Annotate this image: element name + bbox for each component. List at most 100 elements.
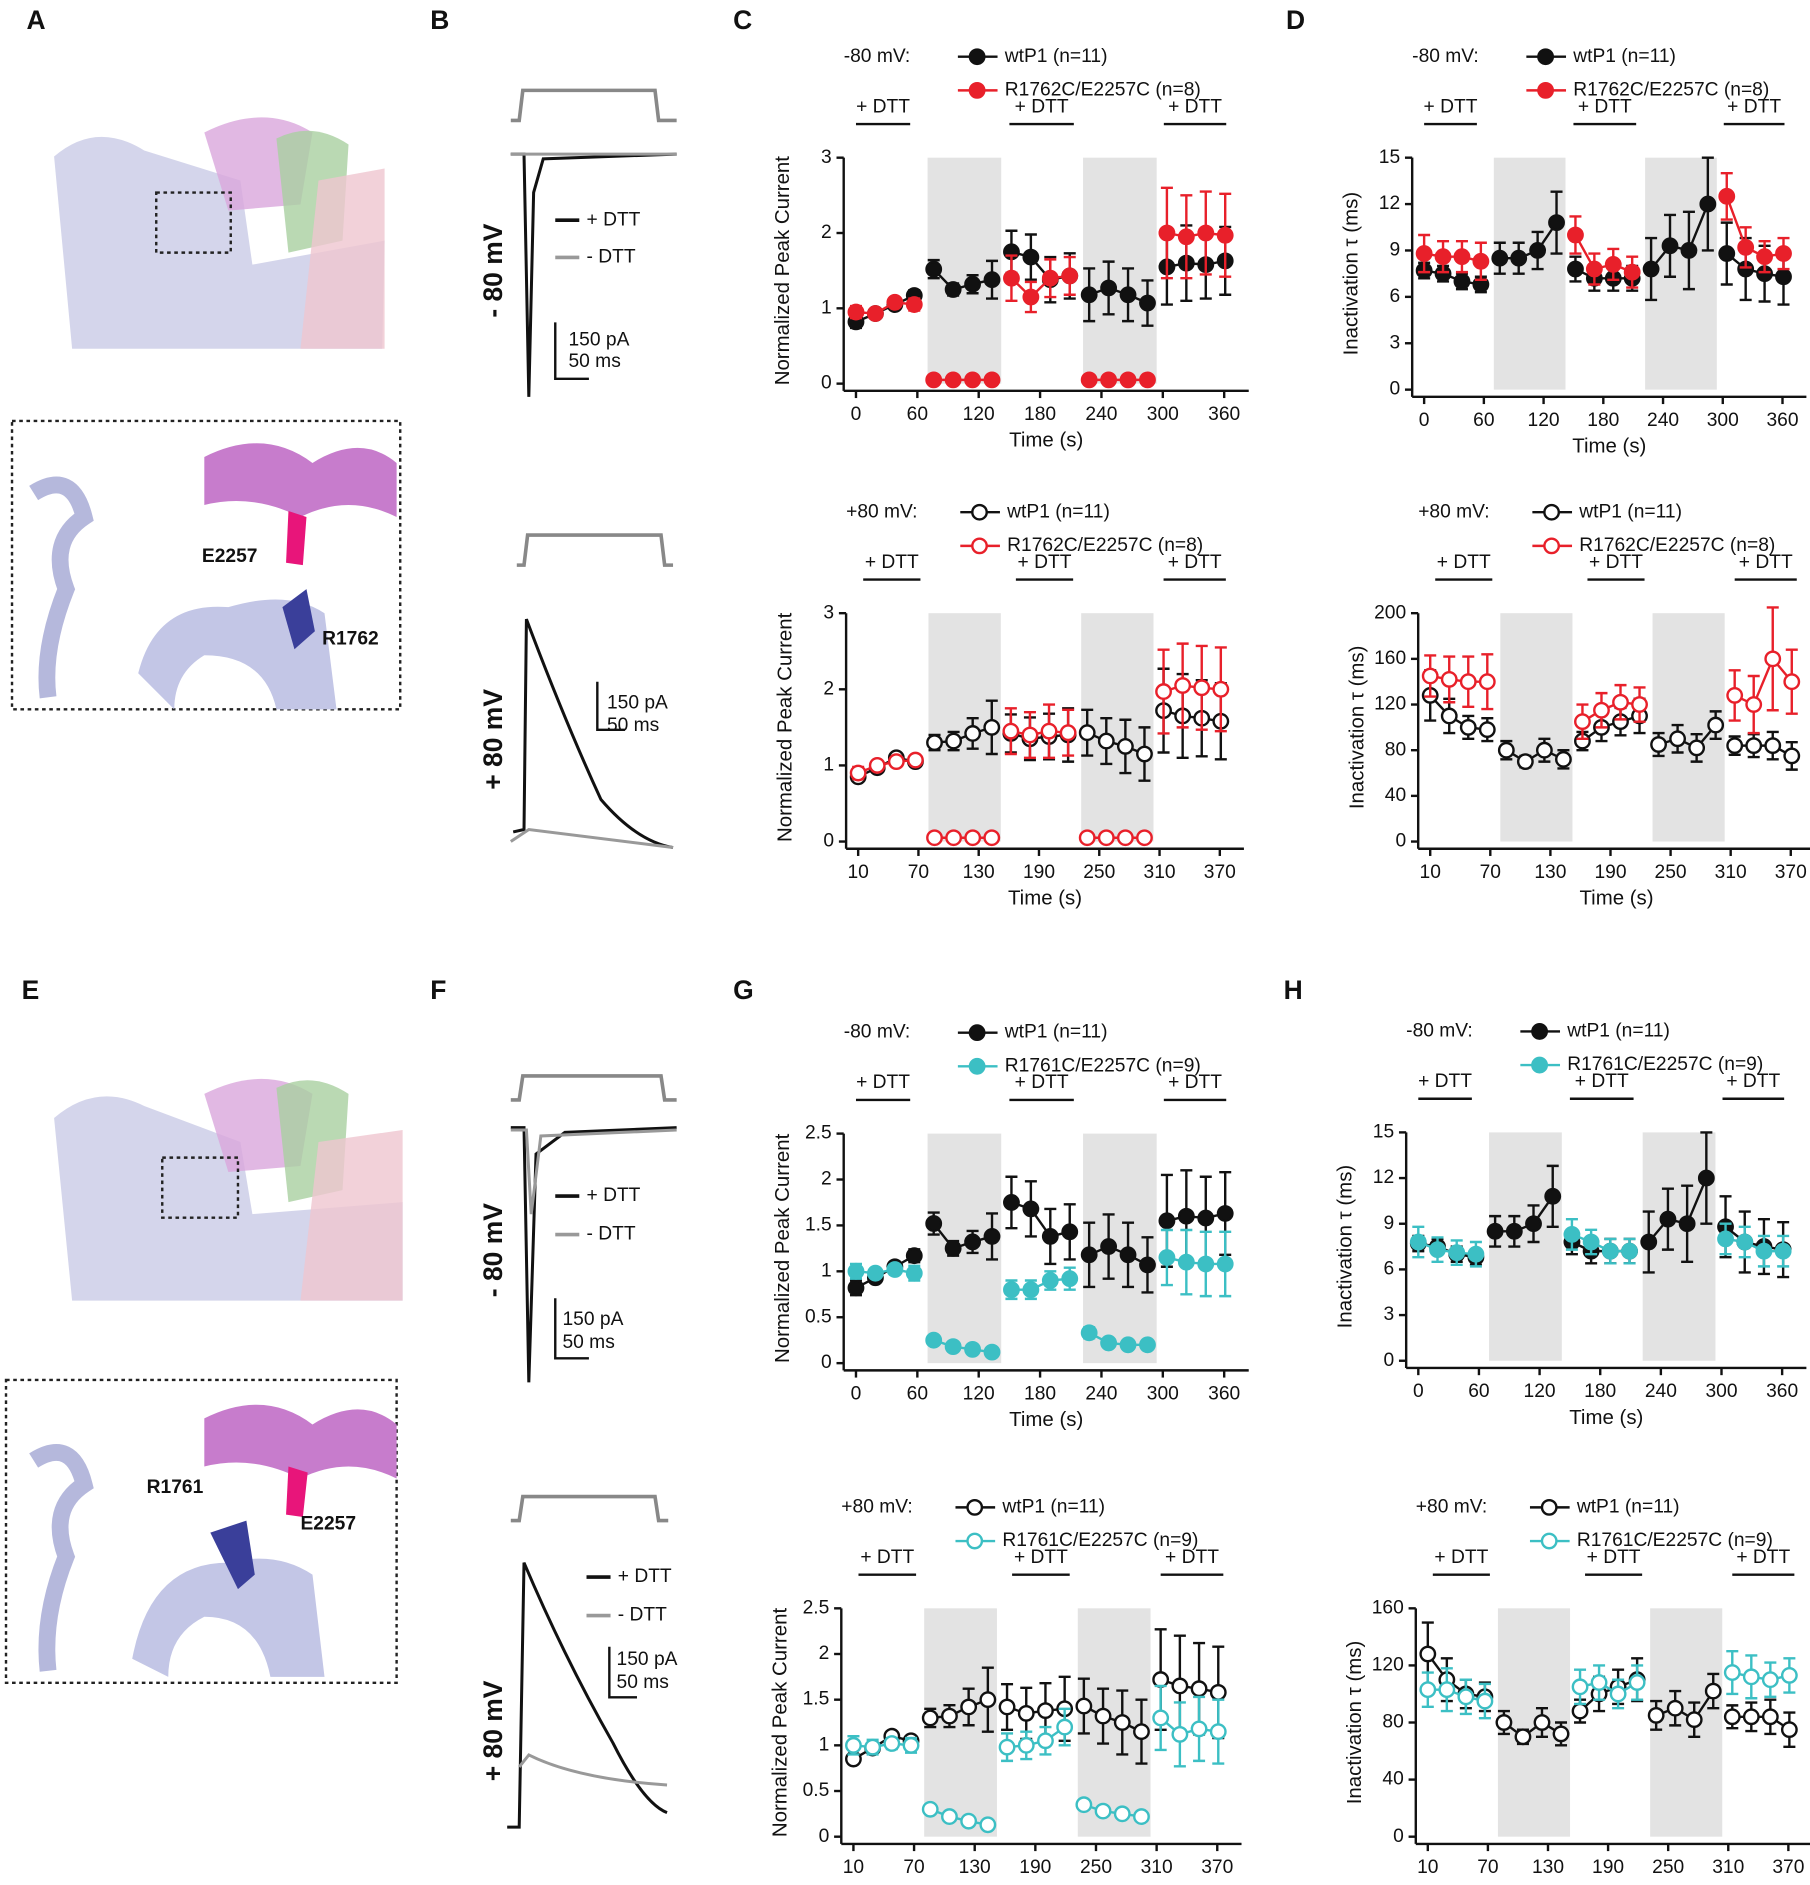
data-point <box>1647 1706 1665 1724</box>
x-tick-label: 120 <box>963 404 995 425</box>
x-tick-label: 180 <box>1024 1383 1056 1404</box>
data-point <box>1783 747 1801 765</box>
legend-text: + DTT <box>587 1185 641 1206</box>
residue-label: R1761 <box>147 1477 204 1498</box>
data-point <box>925 1215 943 1232</box>
data-point <box>1563 1225 1581 1243</box>
data-point <box>1152 1709 1170 1727</box>
scale-text: 50 ms <box>562 1332 614 1353</box>
data-point <box>1535 741 1553 759</box>
data-point <box>1171 1677 1189 1695</box>
data-point <box>1119 1246 1137 1264</box>
data-point <box>921 1709 939 1727</box>
shaded-region <box>1083 157 1157 384</box>
legend-marker <box>1537 81 1555 99</box>
trace-minus-dtt <box>509 827 674 850</box>
series-line <box>1011 1201 1071 1238</box>
series-line <box>855 1268 915 1275</box>
data-point <box>979 1816 997 1834</box>
dtt-label: + DTT <box>1424 96 1478 117</box>
data-point <box>1075 1796 1093 1814</box>
series-line <box>1732 1671 1790 1681</box>
y-axis-label: Normalized Peak Current <box>772 156 794 386</box>
data-point <box>1177 228 1195 246</box>
x-tick-label: 130 <box>959 1857 991 1878</box>
data-point <box>1197 224 1215 242</box>
data-point <box>907 751 924 769</box>
series-line <box>1505 748 1564 764</box>
legend-label: R1761C/E2257C (n=9) <box>1577 1530 1773 1551</box>
x-tick-label: 240 <box>1645 1381 1677 1402</box>
data-point <box>1061 267 1079 285</box>
data-point <box>1612 693 1629 711</box>
series-line <box>1724 1225 1784 1251</box>
x-tick-label: 370 <box>1204 862 1236 883</box>
series-line <box>1734 744 1793 757</box>
data-point <box>1478 673 1496 691</box>
dtt-label: + DTT <box>1018 552 1072 573</box>
data-point <box>1774 1242 1792 1260</box>
data-point <box>1003 269 1020 287</box>
series-line <box>1725 1237 1784 1253</box>
y-axis-label: Normalized Peak Current <box>774 612 796 842</box>
x-axis-label: Time (s) <box>1009 1409 1083 1431</box>
y-tick-label: 80 <box>1382 1712 1403 1733</box>
data-point <box>998 1698 1016 1716</box>
data-point <box>983 829 1001 847</box>
data-point <box>1726 686 1744 704</box>
data-point <box>1467 1245 1485 1263</box>
data-point <box>868 757 886 774</box>
legend-marker <box>968 1024 986 1042</box>
x-tick-label: 310 <box>1712 1857 1744 1878</box>
x-tick-label: 190 <box>1019 1857 1051 1878</box>
data-point <box>883 1735 901 1752</box>
chart: 0 3 6 9 12 15 0 60 120 180 240 300 360 Time (s) Inacti… <box>1334 1021 1807 1429</box>
dtt-label: + DTT <box>1015 96 1069 117</box>
chart: 0 3 6 9 12 15 0 60 120 180 240 300 360 Time (s) Inacti… <box>1340 46 1807 458</box>
data-point <box>1533 1714 1551 1731</box>
x-tick-label: 240 <box>1085 404 1117 425</box>
data-point <box>1516 753 1534 771</box>
data-point <box>1100 1238 1118 1255</box>
x-tick-label: 310 <box>1715 862 1747 883</box>
x-tick-label: 130 <box>963 862 995 883</box>
legend-marker <box>1531 1056 1548 1074</box>
y-tick-label: 12 <box>1379 193 1400 214</box>
y-tick-label: 120 <box>1372 1654 1404 1675</box>
data-point <box>983 1228 1001 1245</box>
data-point <box>1002 722 1020 740</box>
data-point <box>1780 1666 1798 1684</box>
x-tick-label: 250 <box>1652 1857 1684 1878</box>
series-line <box>1011 250 1070 282</box>
stimulus <box>510 1074 677 1102</box>
series-line <box>1429 674 1488 683</box>
residue-label: E2257 <box>300 1513 356 1534</box>
trace-minus-dtt <box>518 1753 668 1787</box>
data-point <box>960 1812 978 1830</box>
data-point <box>1061 1223 1079 1241</box>
data-point <box>1609 1685 1627 1703</box>
data-point <box>1525 1215 1542 1233</box>
series-line <box>1163 684 1221 693</box>
data-point <box>1190 1720 1208 1738</box>
data-point <box>1555 750 1572 768</box>
series-line <box>1166 1212 1226 1222</box>
series-line <box>1426 1653 1486 1699</box>
data-point <box>944 281 962 298</box>
data-point <box>925 260 943 278</box>
series-line <box>929 1808 989 1826</box>
x-tick-label: 10 <box>843 1857 864 1878</box>
x-tick-label: 10 <box>847 862 868 883</box>
data-point <box>1505 1222 1523 1240</box>
data-point <box>1582 1233 1600 1251</box>
series-line <box>932 268 993 291</box>
scale-text: 150 pA <box>562 1309 623 1330</box>
data-point <box>1514 1728 1532 1746</box>
shaded-region <box>927 1133 1002 1364</box>
chart: 0 0.5 1 1.5 2 2.5 10 70 130 190 250 310 370 Time (s) N… <box>770 1496 1242 1885</box>
data-point <box>1453 248 1471 266</box>
y-axis-label: Inactivation τ (ms) <box>1334 1165 1356 1329</box>
data-point <box>1022 248 1040 266</box>
x-tick-label: 70 <box>908 862 929 883</box>
x-tick-label: 0 <box>851 404 862 425</box>
